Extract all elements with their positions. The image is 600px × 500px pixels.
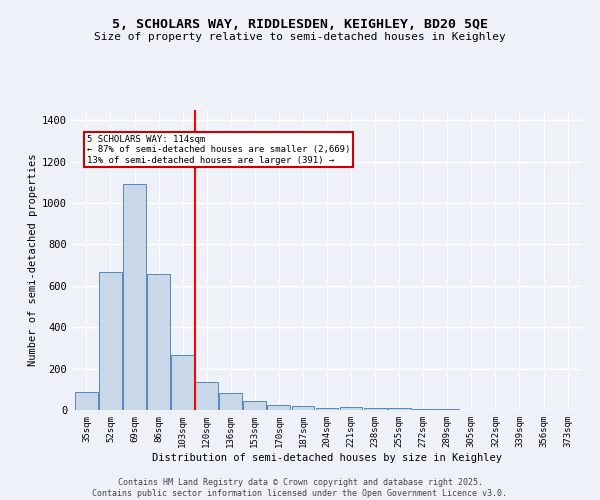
Bar <box>220 394 242 410</box>
Bar <box>292 406 314 410</box>
X-axis label: Distribution of semi-detached houses by size in Keighley: Distribution of semi-detached houses by … <box>152 452 502 462</box>
Bar <box>123 184 146 410</box>
Bar <box>195 382 218 410</box>
Bar <box>412 409 434 410</box>
Bar <box>171 355 194 410</box>
Text: 5, SCHOLARS WAY, RIDDLESDEN, KEIGHLEY, BD20 5QE: 5, SCHOLARS WAY, RIDDLESDEN, KEIGHLEY, B… <box>112 18 488 30</box>
Bar <box>340 407 362 410</box>
Bar <box>147 274 170 410</box>
Bar <box>75 392 98 410</box>
Text: 5 SCHOLARS WAY: 114sqm
← 87% of semi-detached houses are smaller (2,669)
13% of : 5 SCHOLARS WAY: 114sqm ← 87% of semi-det… <box>87 135 350 164</box>
Bar <box>388 408 410 410</box>
Bar <box>99 272 122 410</box>
Bar <box>244 400 266 410</box>
Bar <box>316 408 338 410</box>
Y-axis label: Number of semi-detached properties: Number of semi-detached properties <box>28 154 38 366</box>
Text: Size of property relative to semi-detached houses in Keighley: Size of property relative to semi-detach… <box>94 32 506 42</box>
Bar <box>268 405 290 410</box>
Text: Contains HM Land Registry data © Crown copyright and database right 2025.
Contai: Contains HM Land Registry data © Crown c… <box>92 478 508 498</box>
Bar <box>364 408 386 410</box>
